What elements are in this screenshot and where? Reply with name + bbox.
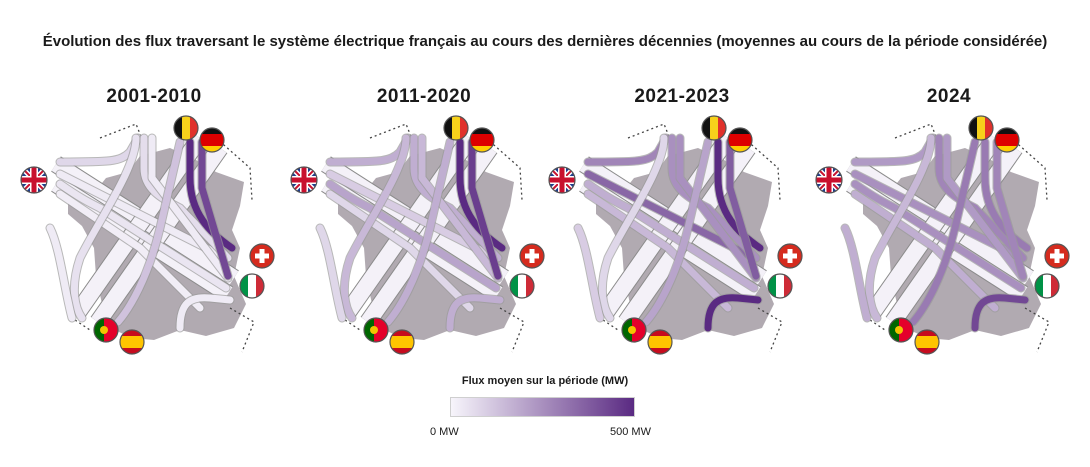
flow-ch_es [574, 224, 604, 322]
flow-de_es [909, 138, 979, 326]
flag-gb-icon [548, 166, 576, 194]
flow-de_it [993, 138, 1027, 280]
period-panel-2001-2010: 2001-2010 [20, 82, 288, 362]
flag-be-icon [968, 115, 994, 141]
flow-be_it [943, 134, 1027, 282]
period-panel-2021-2023: 2021-2023 [548, 82, 816, 362]
frame-ne [1010, 137, 1048, 201]
flow-de_ch [456, 138, 506, 252]
flag-it-icon [509, 273, 535, 299]
corridor [71, 133, 207, 317]
period-label: 2001-2010 [106, 86, 202, 107]
flag-ch-icon [519, 243, 545, 269]
frame-ne [743, 137, 781, 201]
flag-de-icon [199, 127, 225, 153]
flux-map [548, 115, 803, 355]
period-label: 2011-2020 [376, 86, 472, 107]
flow-be_it [418, 134, 502, 282]
flow-de_es [114, 138, 184, 326]
period-panel-2011-2020: 2011-2020 [290, 82, 558, 362]
flag-be-icon [701, 115, 727, 141]
flow-be_it [676, 134, 760, 282]
flux-map [20, 115, 275, 355]
flow-de_it [198, 138, 232, 280]
period-label: 2021-2023 [634, 86, 730, 107]
flux-map [815, 115, 1070, 355]
flow-ch_es [46, 224, 76, 322]
flow-be_es [865, 134, 935, 322]
flow-gb_es [56, 190, 204, 312]
flow-de_it [468, 138, 502, 280]
flow-gb_it [851, 180, 1025, 292]
corridor [341, 133, 477, 317]
flow-de_it [726, 138, 760, 280]
frame-ne [215, 137, 253, 201]
flag-pt-icon [888, 317, 914, 343]
flag-be-icon [173, 115, 199, 141]
flag-it-icon [239, 273, 265, 299]
flow-ch_es [841, 224, 871, 322]
flag-pt-icon [93, 317, 119, 343]
legend-min-label: 0 MW [430, 426, 459, 438]
flag-be-icon [443, 115, 469, 141]
flag-es-icon [119, 329, 145, 355]
corridor [599, 133, 735, 317]
flow-de_ch [981, 138, 1031, 252]
legend-color-scale [450, 397, 635, 417]
flow-it_es [704, 294, 762, 332]
legend-max-label: 500 MW [610, 426, 651, 438]
flow-de_es [642, 138, 712, 326]
flag-de-icon [469, 127, 495, 153]
flow-de_ch [186, 138, 236, 252]
flow-be_es [340, 134, 410, 322]
legend-title: Flux moyen sur la période (MW) [461, 375, 629, 387]
flow-de_es [384, 138, 454, 326]
flow-gb_it [56, 180, 230, 292]
flow-de_ch [714, 138, 764, 252]
flow-it_es [176, 294, 234, 332]
flow-be_es [70, 134, 140, 322]
flux-map [290, 115, 545, 355]
flag-it-icon [767, 273, 793, 299]
period-label: 2024 [926, 86, 972, 107]
flow-gb_es [584, 190, 732, 312]
flow-be_it [148, 134, 232, 282]
flow-it_es [446, 294, 504, 332]
period-panel-2024: 2024 [815, 82, 1083, 362]
flag-ch-icon [777, 243, 803, 269]
flow-ch_es [316, 224, 346, 322]
flag-it-icon [1034, 273, 1060, 299]
flag-de-icon [727, 127, 753, 153]
flow-it_es [971, 294, 1029, 332]
flow-gb_it [326, 180, 500, 292]
flag-gb-icon [20, 166, 48, 194]
flag-gb-icon [290, 166, 318, 194]
flag-es-icon [389, 329, 415, 355]
corridor [866, 133, 1002, 317]
frame-ne [485, 137, 523, 201]
chart-title: Évolution des flux traversant le système… [42, 33, 1048, 50]
flag-ch-icon [1044, 243, 1070, 269]
flag-gb-icon [815, 166, 843, 194]
flag-pt-icon [363, 317, 389, 343]
flow-gb_es [851, 190, 999, 312]
flag-es-icon [647, 329, 673, 355]
flag-es-icon [914, 329, 940, 355]
flag-pt-icon [621, 317, 647, 343]
flow-be_es [598, 134, 668, 322]
flow-gb_es [326, 190, 474, 312]
flag-ch-icon [249, 243, 275, 269]
flag-de-icon [994, 127, 1020, 153]
flow-gb_it [584, 180, 758, 292]
